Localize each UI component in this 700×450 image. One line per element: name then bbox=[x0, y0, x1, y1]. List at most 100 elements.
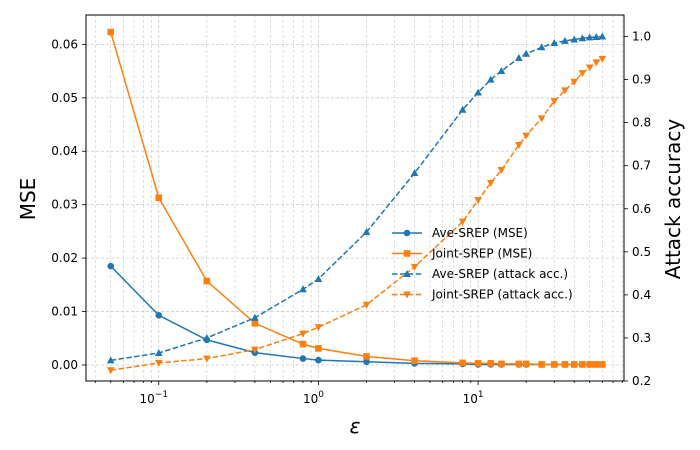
data-point bbox=[458, 218, 467, 226]
data-point bbox=[598, 32, 607, 40]
y-tick-label-left: 0.03 bbox=[51, 198, 78, 212]
data-point bbox=[411, 357, 418, 364]
data-point bbox=[515, 142, 523, 150]
data-point bbox=[538, 361, 545, 368]
legend-label: Joint-SREP (MSE) bbox=[431, 247, 532, 261]
grid bbox=[86, 15, 624, 381]
data-point bbox=[515, 54, 523, 62]
data-point bbox=[251, 319, 259, 327]
legend-marker bbox=[403, 270, 411, 277]
legend-entry: Joint-SREP (MSE) bbox=[392, 247, 532, 261]
y-tick-label-right: 1.0 bbox=[632, 30, 651, 44]
data-point bbox=[592, 59, 601, 67]
data-point bbox=[155, 311, 163, 319]
x-tick-label: 100 bbox=[303, 390, 324, 406]
legend-entry: Joint-SREP (attack acc.) bbox=[392, 288, 573, 302]
series-1 bbox=[107, 28, 606, 368]
data-point bbox=[598, 55, 607, 63]
data-point bbox=[586, 361, 593, 368]
series-line bbox=[110, 58, 603, 371]
data-point bbox=[578, 34, 587, 42]
data-point bbox=[315, 345, 322, 352]
data-point bbox=[497, 167, 506, 175]
data-point bbox=[474, 88, 482, 96]
y-tick-label-right: 0.2 bbox=[632, 374, 651, 388]
data-point bbox=[550, 38, 559, 46]
data-point bbox=[362, 228, 371, 236]
data-point bbox=[578, 70, 587, 78]
y-tick-label-left: 0.06 bbox=[51, 37, 78, 51]
data-point bbox=[458, 105, 467, 113]
x-axis-title: ε bbox=[350, 414, 361, 438]
data-point bbox=[561, 361, 569, 368]
x-tick-label: 10−1 bbox=[140, 390, 169, 406]
data-point bbox=[593, 361, 600, 368]
data-point bbox=[155, 194, 163, 202]
data-point bbox=[299, 355, 307, 362]
data-point bbox=[487, 360, 495, 367]
data-point bbox=[410, 263, 419, 271]
data-point bbox=[251, 346, 259, 354]
data-point bbox=[585, 33, 594, 41]
data-point bbox=[251, 313, 259, 321]
series-line bbox=[110, 31, 603, 366]
data-point bbox=[522, 132, 530, 140]
data-point bbox=[154, 359, 163, 367]
data-point bbox=[299, 330, 307, 338]
series-3 bbox=[106, 55, 607, 375]
data-point bbox=[203, 355, 211, 363]
series-layer bbox=[106, 28, 607, 375]
data-point bbox=[570, 78, 579, 86]
data-point bbox=[522, 360, 530, 368]
data-point bbox=[459, 359, 466, 367]
legend: Ave-SREP (MSE) Joint-SREP (MSE) Ave-SREP (… bbox=[392, 226, 573, 302]
plot-frame bbox=[85, 14, 625, 382]
data-point bbox=[585, 64, 594, 72]
data-point bbox=[497, 66, 506, 74]
data-point bbox=[107, 262, 115, 270]
x-tick-label: 101 bbox=[463, 390, 484, 406]
data-point bbox=[107, 28, 115, 36]
legend-marker bbox=[403, 291, 411, 299]
y-axis-title-left: MSE bbox=[16, 178, 40, 221]
legend-entry: Ave-SREP (attack acc.) bbox=[392, 267, 568, 281]
data-point bbox=[362, 301, 371, 309]
y-tick-label-left: 0.01 bbox=[51, 305, 78, 319]
data-point bbox=[561, 36, 569, 44]
data-point bbox=[486, 179, 495, 187]
y-axis-title-right: Attack accuracy bbox=[661, 119, 685, 280]
data-point bbox=[203, 333, 211, 341]
legend-label: Joint-SREP (attack acc.) bbox=[431, 288, 573, 302]
y-tick-label-right: 0.9 bbox=[632, 73, 651, 87]
data-point bbox=[486, 75, 495, 83]
series-line bbox=[110, 35, 603, 362]
y-tick-label-left: 0.00 bbox=[51, 358, 78, 372]
data-point bbox=[203, 277, 211, 285]
y-tick-label-right: 0.7 bbox=[632, 159, 651, 173]
axes: 10−1 100 101 0.00 0.01 0.02 0.03 0.04 0.05 0.06 0.… bbox=[51, 30, 651, 406]
data-point bbox=[599, 361, 606, 368]
series-2 bbox=[106, 32, 607, 364]
data-point bbox=[363, 353, 370, 360]
data-point bbox=[154, 349, 163, 357]
data-point bbox=[106, 367, 115, 375]
data-point bbox=[550, 361, 558, 368]
legend-label: Ave-SREP (attack acc.) bbox=[432, 267, 568, 281]
data-point bbox=[579, 361, 586, 368]
y-tick-label-right: 0.6 bbox=[632, 202, 651, 216]
data-point bbox=[522, 49, 530, 57]
data-point bbox=[570, 35, 579, 43]
y-tick-label-left: 0.05 bbox=[51, 91, 78, 105]
data-point bbox=[537, 115, 546, 123]
data-point bbox=[106, 356, 115, 364]
data-point bbox=[314, 324, 323, 332]
data-point bbox=[474, 197, 482, 205]
legend-marker bbox=[403, 229, 411, 237]
data-point bbox=[299, 285, 307, 293]
data-point bbox=[592, 32, 601, 40]
y-tick-label-right: 0.8 bbox=[632, 116, 651, 130]
y-tick-label-right: 0.3 bbox=[632, 331, 651, 345]
data-point bbox=[363, 358, 370, 366]
data-point bbox=[314, 274, 323, 282]
legend-entry: Ave-SREP (MSE) bbox=[392, 226, 528, 240]
